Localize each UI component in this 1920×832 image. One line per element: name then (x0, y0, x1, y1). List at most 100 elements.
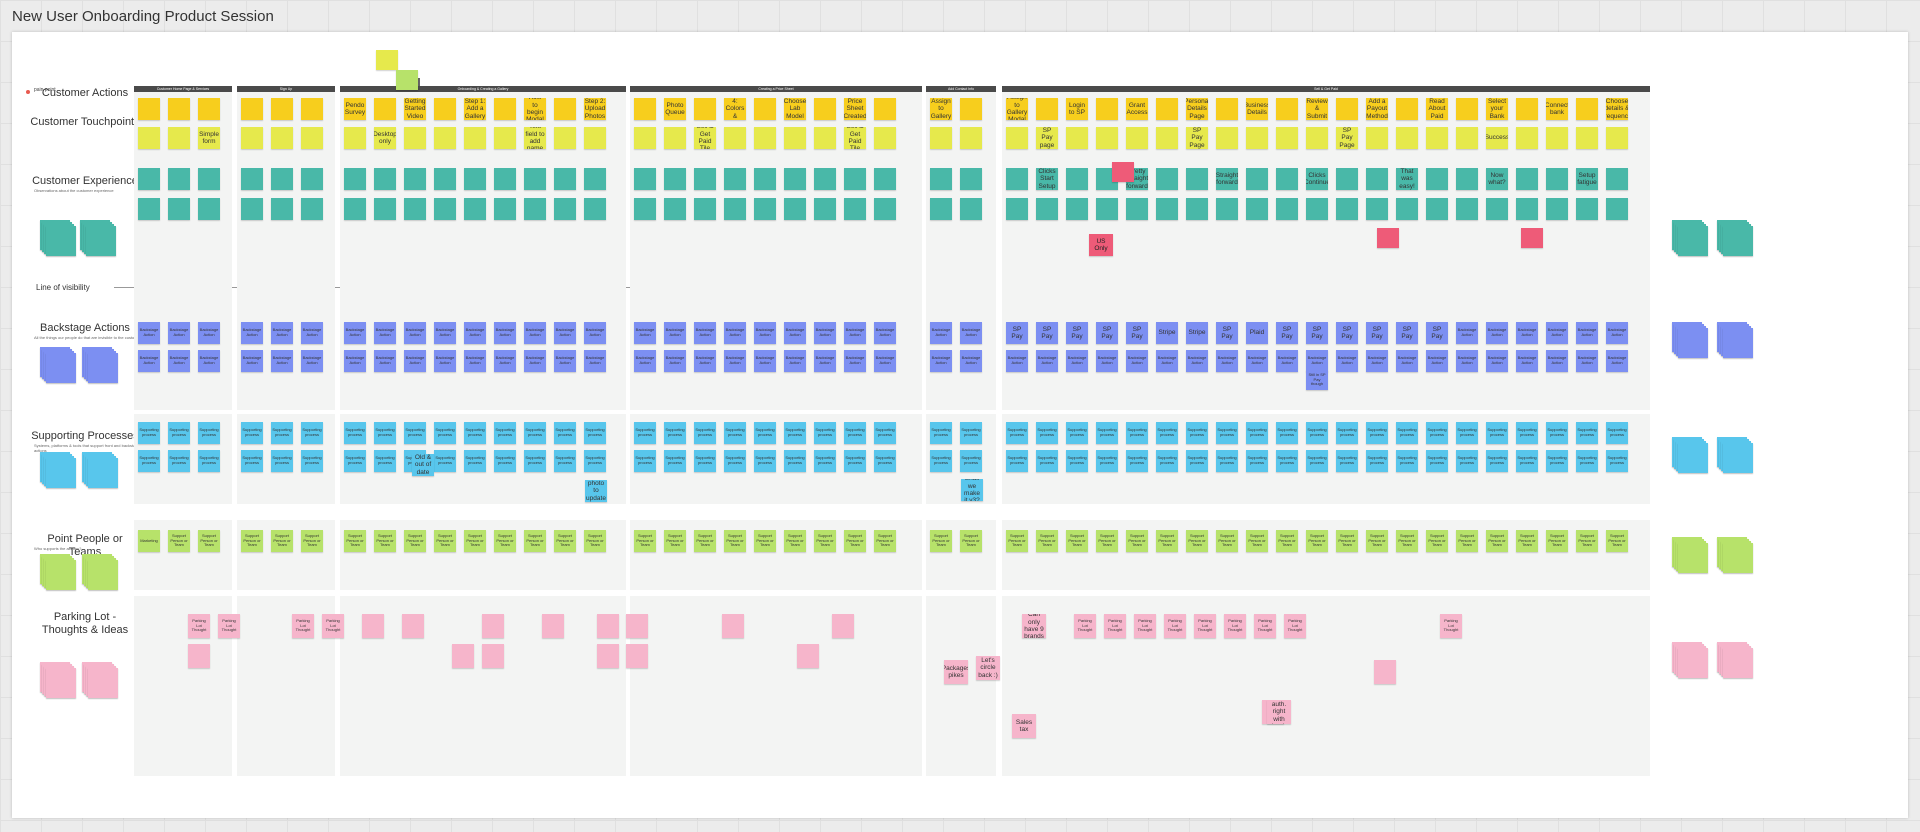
point-person-note[interactable]: Support Person or Team (1396, 530, 1418, 552)
experience-note[interactable] (554, 168, 576, 190)
supporting-note[interactable]: Supporting process (198, 450, 220, 472)
parking-lot-note[interactable] (797, 644, 819, 668)
pain-point-note[interactable] (1377, 228, 1399, 248)
experience-note[interactable] (1366, 168, 1388, 190)
touchpoint-note[interactable]: On a SP Pay page now (1036, 127, 1058, 149)
backstage-note[interactable]: Backstage Action (494, 350, 516, 372)
point-person-note[interactable]: Support Person or Team (664, 530, 686, 552)
customer-action-note[interactable] (396, 70, 418, 90)
experience-note[interactable] (494, 168, 516, 190)
experience-note[interactable] (1246, 198, 1268, 220)
supporting-note[interactable]: Supporting process (724, 450, 746, 472)
supporting-note[interactable]: Supporting process (494, 422, 516, 444)
customer-action-note[interactable] (168, 98, 190, 120)
backstage-note[interactable]: Backstage Action (1456, 350, 1478, 372)
parking-lot-note[interactable]: Parking Lot Thought (1074, 614, 1096, 638)
note-stack[interactable] (40, 220, 76, 256)
parking-lot-note[interactable]: Instant auth. right with bank (1267, 700, 1291, 724)
customer-action-note[interactable] (960, 98, 982, 120)
note-stack[interactable] (40, 554, 76, 590)
experience-note[interactable] (1126, 198, 1148, 220)
point-person-note[interactable]: Support Person or Team (1456, 530, 1478, 552)
experience-note[interactable] (1606, 198, 1628, 220)
backstage-note[interactable]: Backstage Action (554, 322, 576, 344)
customer-action-note[interactable] (374, 98, 396, 120)
backstage-note[interactable]: Backstage Action (404, 350, 426, 372)
backstage-note[interactable]: Backstage Action (1546, 350, 1568, 372)
parking-lot-note[interactable]: Packages pikes (944, 660, 968, 684)
backstage-note[interactable]: Backstage Action (814, 350, 836, 372)
customer-action-note[interactable] (1576, 98, 1598, 120)
experience-note[interactable] (1576, 198, 1598, 220)
customer-action-note[interactable] (1156, 98, 1178, 120)
experience-note[interactable] (1336, 168, 1358, 190)
supporting-note[interactable]: Supporting process (1486, 422, 1508, 444)
parking-lot-note[interactable] (626, 644, 648, 668)
supporting-note[interactable]: Supporting process (241, 450, 263, 472)
point-person-note[interactable]: Support Person or Team (1546, 530, 1568, 552)
supporting-note[interactable]: Supporting process (1426, 450, 1448, 472)
supporting-note[interactable]: Supporting process (434, 450, 456, 472)
customer-action-note[interactable] (814, 98, 836, 120)
backstage-note[interactable]: Stripe (1156, 322, 1178, 344)
supporting-note[interactable]: Supporting process (168, 450, 190, 472)
backstage-note[interactable]: SP Pay (1396, 322, 1418, 344)
experience-note[interactable] (1186, 198, 1208, 220)
point-person-note[interactable]: Support Person or Team (1066, 530, 1088, 552)
supporting-note[interactable]: Supporting process (1156, 422, 1178, 444)
supporting-note[interactable]: Supporting process (1606, 422, 1628, 444)
backstage-note[interactable]: Backstage Action (271, 322, 293, 344)
backstage-note[interactable]: Backstage Action (344, 322, 366, 344)
supporting-note[interactable]: Supporting process (694, 422, 716, 444)
supporting-note[interactable]: Supporting process (634, 422, 656, 444)
backstage-note[interactable]: SP Pay (1006, 322, 1028, 344)
point-person-note[interactable]: Support Person or Team (1276, 530, 1298, 552)
experience-note[interactable] (1186, 168, 1208, 190)
customer-action-note[interactable]: Assign to Gallery (930, 98, 952, 120)
backstage-note[interactable]: Backstage Action (784, 322, 806, 344)
experience-note[interactable] (1486, 198, 1508, 220)
touchpoint-note[interactable] (930, 127, 952, 149)
touchpoint-note[interactable]: Simple form (198, 127, 220, 149)
touchpoint-note[interactable] (168, 127, 190, 149)
touchpoint-note[interactable]: Success (1486, 127, 1508, 149)
parking-lot-note[interactable]: Parking Lot Thought (1134, 614, 1156, 638)
customer-action-note[interactable]: Select your Bank (1486, 98, 1508, 120)
supporting-note[interactable]: Supporting process (554, 422, 576, 444)
backstage-note[interactable]: Backstage Action (241, 322, 263, 344)
customer-action-note[interactable] (434, 98, 456, 120)
experience-note[interactable] (664, 198, 686, 220)
supporting-note[interactable]: Supporting process (494, 450, 516, 472)
touchpoint-note[interactable] (1096, 127, 1118, 149)
experience-note[interactable] (724, 168, 746, 190)
supporting-note[interactable]: Supporting process (634, 450, 656, 472)
experience-note[interactable] (1366, 198, 1388, 220)
customer-action-note[interactable] (271, 98, 293, 120)
experience-note[interactable] (271, 168, 293, 190)
backstage-note[interactable]: Backstage Action (168, 322, 190, 344)
supporting-note[interactable]: Supporting process (1576, 422, 1598, 444)
supporting-note[interactable]: Supporting process (1546, 450, 1568, 472)
backstage-note[interactable]: Backstage Action (374, 350, 396, 372)
supporting-note[interactable]: Supporting process (1186, 422, 1208, 444)
experience-note[interactable] (814, 198, 836, 220)
supporting-note[interactable]: Supporting process (1036, 422, 1058, 444)
parking-lot-note[interactable]: Parking Lot Thought (322, 614, 344, 638)
experience-note[interactable] (930, 168, 952, 190)
supporting-note[interactable]: Supporting process (584, 422, 606, 444)
backstage-note[interactable]: Backstage Action (1096, 350, 1118, 372)
point-person-note[interactable]: Marketing (138, 530, 160, 552)
note-stack[interactable] (1717, 642, 1753, 678)
parking-lot-note[interactable] (597, 644, 619, 668)
touchpoint-note[interactable] (301, 127, 323, 149)
backstage-note[interactable]: Still in SP Pay though (1306, 370, 1328, 390)
experience-note[interactable] (198, 168, 220, 190)
customer-action-note[interactable]: Add a Payout Method (1366, 98, 1388, 120)
note-stack[interactable] (1672, 437, 1708, 473)
note-stack[interactable] (1672, 642, 1708, 678)
backstage-note[interactable]: Backstage Action (844, 322, 866, 344)
backstage-note[interactable]: Backstage Action (1486, 350, 1508, 372)
backstage-note[interactable]: Backstage Action (1486, 322, 1508, 344)
parking-lot-note[interactable] (722, 614, 744, 638)
supporting-note[interactable]: Supporting process (1516, 422, 1538, 444)
